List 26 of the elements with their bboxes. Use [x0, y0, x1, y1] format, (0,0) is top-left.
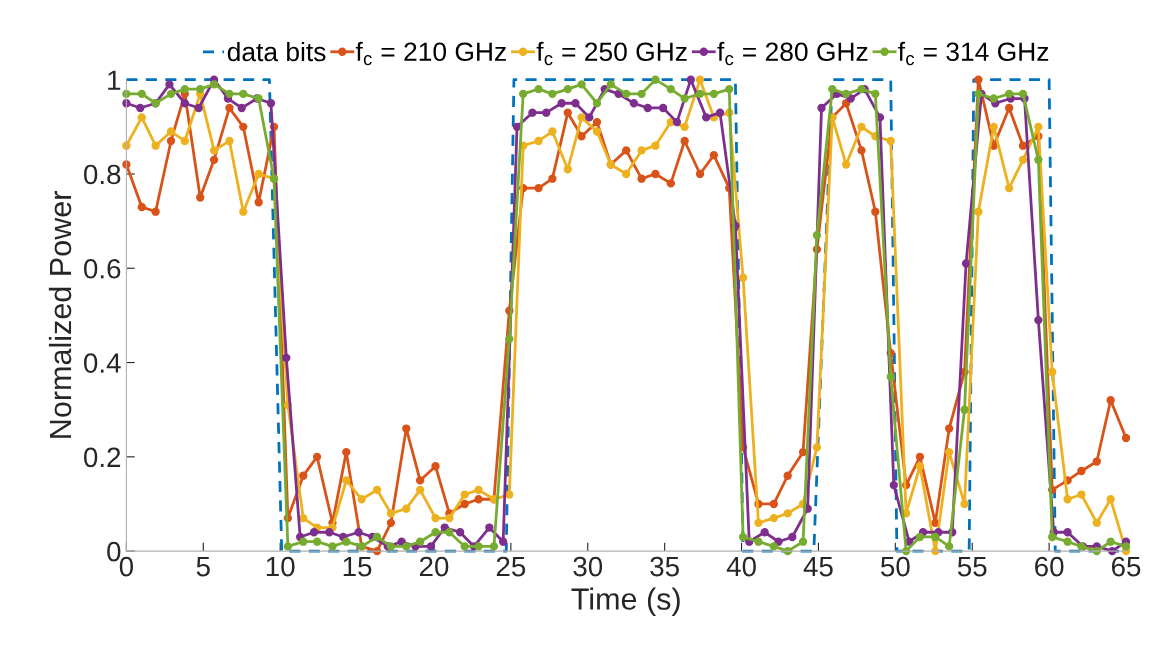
y-axis-title: Normalized Power [48, 191, 72, 438]
y-tick-label: 0.6 [84, 258, 121, 279]
legend-label: f$_{c}$ = 250 GHz [536, 41, 687, 66]
y-tick-label: 0.8 [84, 164, 121, 185]
x-tick-label: 15 [343, 557, 372, 577]
legend-label: data bits [227, 41, 326, 62]
x-tick-label: 65 [1111, 556, 1141, 577]
x-axis-title: Time (s) [571, 587, 680, 616]
y-tick-label: 0 [107, 541, 121, 562]
x-tick-label: 20 [419, 556, 449, 577]
x-tick-label: 45 [803, 557, 833, 577]
x-tick-label: 60 [1035, 556, 1064, 577]
x-tick-label: 30 [573, 556, 603, 577]
legend-label: f$_{c}$ = 314 GHz [898, 41, 1049, 66]
x-tick-label: 25 [496, 556, 526, 577]
x-tick-label: 5 [196, 557, 210, 577]
x-tick-label: 35 [650, 556, 679, 577]
y-tick-label: 0.4 [84, 353, 121, 373]
y-tick-label: 1 [108, 70, 121, 90]
x-tick-label: 55 [957, 557, 987, 577]
legend-label: f$_{c}$ = 210 GHz [355, 41, 506, 66]
legend-label: f$_{c}$ = 280 GHz [717, 41, 868, 66]
x-tick-label: 40 [726, 556, 756, 577]
x-tick-label: 50 [881, 556, 910, 577]
x-tick-label: 10 [266, 556, 295, 577]
y-tick-label: 0.2 [84, 447, 121, 468]
